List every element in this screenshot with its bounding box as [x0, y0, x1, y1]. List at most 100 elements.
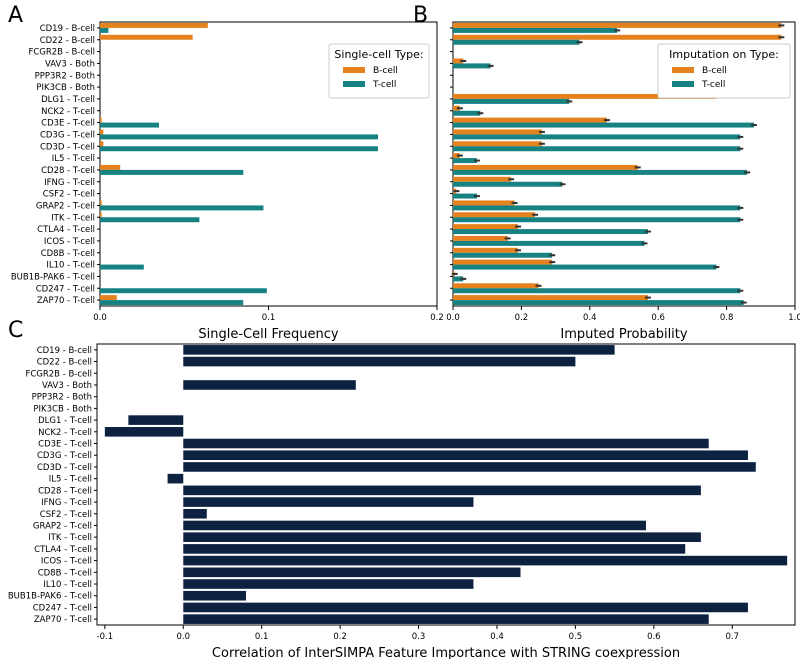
panel-c-xtick-label: 0.1 [255, 632, 269, 642]
panel-b-bar-t-cell-14 [453, 193, 477, 199]
panel-a-bar-t-cell-23 [100, 300, 244, 306]
panel-a-bar-t-cell-0 [100, 27, 109, 33]
panel-c-bar-correlation-23 [183, 614, 709, 624]
panel-a-ytick-label: IL10 - T-cell [46, 261, 95, 271]
panel-b-bar-b-cell-1 [453, 34, 782, 40]
panel-a-bar-b-cell-0 [100, 22, 208, 28]
panel-b-bar-b-cell-13 [453, 176, 512, 182]
panel-c-xtick-label: 0.7 [725, 632, 739, 642]
panel-c-ytick-label: FCGR2B - B-cell [25, 369, 92, 379]
panel-c-ytick-label: ICOS - T-cell [41, 557, 92, 567]
panel-b-xtick-label: 1.0 [788, 313, 800, 323]
panel-b-chart: 0.0 0.2 0.4 0.6 0.8 1.0 Imputed Probability Imp… [446, 21, 800, 342]
panel-a-ytick-label: CSF2 - T-cell [43, 190, 95, 200]
panel-a-bar-b-cell-1 [100, 34, 193, 40]
panel-c-ytick-label: CD8B - T-cell [38, 568, 92, 578]
panel-c-ytick-label: CTLA4 - T-cell [34, 545, 92, 555]
panel-b-bar-t-cell-6 [453, 98, 570, 104]
panel-c-ytick-label: CD28 - T-cell [38, 486, 92, 496]
panel-letter-c: C [8, 318, 23, 343]
panel-a-ytick-label: PPP3R2 - Both [35, 71, 95, 81]
panel-c-ytick-label: IL10 - T-cell [43, 580, 92, 590]
panel-b-bar-t-cell-18 [453, 240, 645, 246]
panel-c-bar-correlation-11 [167, 473, 184, 484]
panel-a-bar-b-cell-9 [100, 129, 104, 135]
panel-b-bar-t-cell-7 [453, 110, 481, 116]
panel-a-ytick-label: VAV3 - Both [45, 59, 95, 69]
panel-c-bar-correlation-21 [183, 590, 247, 601]
panel-a-ytick-label: ZAP70 - T-cell [37, 296, 95, 306]
panel-c-bar-correlation-13 [183, 497, 474, 507]
panel-c-ytick-label: DLG1 - T-cell [38, 416, 92, 426]
panel-b-bar-b-cell-11 [453, 153, 460, 159]
panel-b-legend-swatch-b-cell [672, 67, 694, 73]
panel-a-ytick-label: CD3D - T-cell [40, 142, 95, 152]
panel-b-bar-t-cell-23 [453, 300, 744, 306]
panel-a-bar-t-cell-8 [100, 122, 159, 128]
panel-letter-b: B [413, 3, 428, 28]
panel-c-ytick-label: CD3G - T-cell [37, 451, 92, 461]
panel-a-bar-t-cell-12 [100, 169, 244, 175]
panel-b-bar-t-cell-17 [453, 229, 648, 235]
panel-a-legend-swatch-t-cell [343, 81, 365, 87]
panel-b-legend-title: Imputation on Type: [669, 48, 779, 61]
panel-a-ytick-label: GRAP2 - T-cell [36, 201, 95, 211]
panel-a-ytick-label: CD19 - B-cell [40, 24, 95, 34]
panel-b-bar-b-cell-23 [453, 295, 648, 301]
panel-b-bar-t-cell-20 [453, 264, 717, 270]
panel-a-ytick-label: FCGR2B - B-cell [28, 48, 95, 58]
panel-a-ytick-label: CTLA4 - T-cell [37, 225, 95, 235]
panel-c-frame [96, 343, 796, 626]
panel-a-ytick-label: BUB1B-PAK6 - T-cell [11, 272, 95, 282]
panel-c-ytick-label: PIK3CB - Both [33, 404, 92, 414]
panel-c-bar-correlation-17 [183, 544, 686, 554]
panel-a-bar-b-cell-12 [100, 164, 121, 170]
panel-b-xtick-label: 0.0 [446, 313, 460, 323]
panel-c-bar-correlation-6 [128, 415, 184, 425]
panel-a-legend-title: Single-cell Type: [334, 48, 423, 61]
panel-a-ytick-label: CD22 - B-cell [40, 36, 95, 46]
panel-c-bar-correlation-0 [183, 345, 615, 355]
panel-a-xlabel: Single-Cell Frequency [198, 327, 339, 342]
panel-a-ytick-label: DLG1 - T-cell [41, 95, 95, 105]
panel-c-ytick-label: CD3D - T-cell [37, 463, 92, 473]
panel-b-xtick-label: 0.8 [720, 313, 734, 323]
panel-a-ytick-label: CD8B - T-cell [41, 249, 95, 259]
panel-c-bar-correlation-15 [183, 520, 646, 531]
panel-c-ytick-label: CSF2 - T-cell [40, 510, 92, 520]
panel-b-bar-b-cell-20 [453, 259, 553, 265]
panel-b-bar-t-cell-9 [453, 134, 741, 140]
panel-c-bar-correlation-3 [183, 380, 356, 390]
panel-c-xtick-label: 0.2 [333, 632, 347, 642]
panel-b-bar-t-cell-22 [453, 288, 741, 294]
panel-a-bar-t-cell-10 [100, 146, 379, 152]
panel-b-bar-t-cell-3 [453, 63, 491, 69]
panel-c-ytick-label: IL5 - T-cell [49, 475, 92, 485]
panel-b-bar-t-cell-8 [453, 122, 754, 128]
panel-b-bar-t-cell-11 [453, 158, 477, 164]
panel-c-ytick-label: GRAP2 - T-cell [33, 521, 92, 531]
panel-a-bar-t-cell-16 [100, 217, 200, 223]
panel-b-xlabel: Imputed Probability [560, 327, 687, 342]
panel-b-bar-b-cell-0 [453, 22, 782, 28]
panel-c-ytick-label: BUB1B-PAK6 - T-cell [8, 592, 92, 602]
panel-c-xtick-label: 0.6 [647, 632, 661, 642]
panel-a-bar-b-cell-23 [100, 295, 117, 301]
panel-b-bar-b-cell-15 [453, 200, 515, 206]
panel-c-bar-correlation-14 [183, 508, 207, 519]
panel-c-xtick-label: 0.4 [490, 632, 504, 642]
panel-a-ytick-label: ICOS - T-cell [44, 237, 95, 247]
panel-c-xlabel: Correlation of InterSIMPA Feature Import… [212, 646, 680, 659]
panel-b-bar-t-cell-21 [453, 276, 464, 282]
panel-c-ytick-label: IFNG - T-cell [41, 498, 92, 508]
panel-c-xtick-label: 0.5 [569, 632, 583, 642]
panel-a-ytick-label: NCK2 - T-cell [41, 107, 95, 117]
panel-c-bar-correlation-10 [183, 462, 756, 472]
panel-c-ytick-label: CD247 - T-cell [33, 603, 92, 613]
panel-b-bar-t-cell-16 [453, 217, 741, 223]
panel-a-legend-swatch-b-cell [343, 67, 365, 73]
panel-b-bar-t-cell-12 [453, 169, 748, 175]
panel-b-bar-t-cell-13 [453, 181, 563, 187]
